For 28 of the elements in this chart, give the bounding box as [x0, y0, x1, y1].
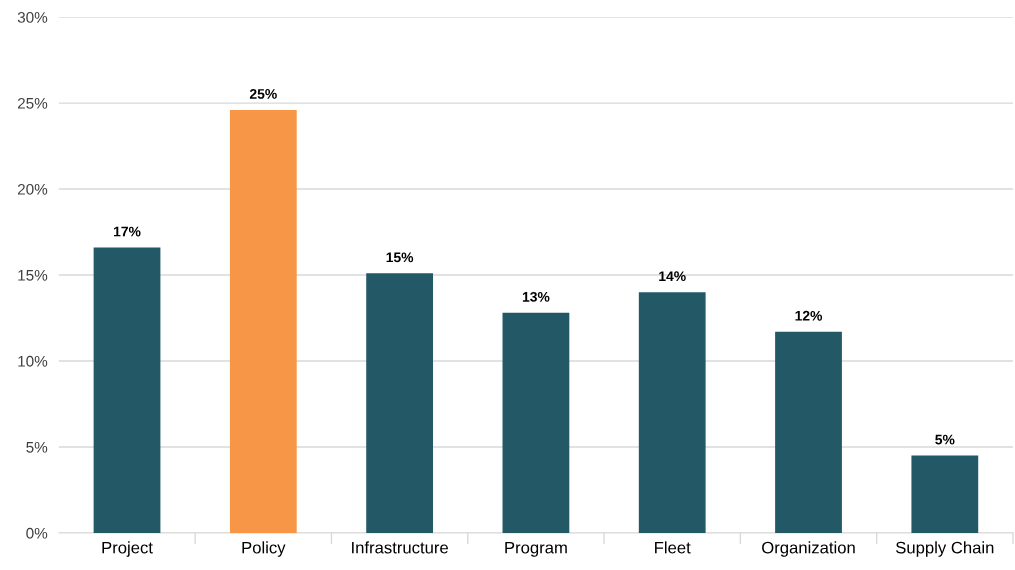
data-label: 15% [386, 252, 414, 263]
y-tick-label: 25% [17, 97, 48, 109]
y-tick-label: 0% [26, 527, 48, 539]
x-tick-label: Infrastructure [352, 541, 448, 554]
x-tick-label: Fleet [655, 541, 691, 554]
y-tick-label: 20% [17, 183, 48, 195]
data-label: 13% [522, 291, 550, 302]
bar [229, 109, 297, 533]
x-tick-label: Project [102, 541, 153, 557]
data-label: 5% [935, 434, 955, 445]
data-label: 17% [114, 226, 141, 237]
bar [93, 247, 161, 533]
bar [502, 312, 570, 533]
data-label: 12% [795, 310, 823, 321]
y-tick-label: 30% [17, 11, 48, 23]
x-tick-label: Organization [762, 541, 855, 557]
data-label: 14% [659, 271, 686, 282]
bar [638, 292, 706, 533]
bar [911, 455, 979, 533]
x-tick-label: Supply Chain [896, 541, 994, 557]
y-tick-label: 15% [18, 269, 48, 281]
x-tick-label: Program [505, 541, 567, 557]
y-tick-label: 5% [26, 441, 48, 453]
bar [366, 273, 434, 533]
y-tick-label: 10% [18, 355, 48, 367]
data-label: 25% [249, 89, 277, 99]
bar [775, 331, 842, 533]
x-tick-label: Policy [242, 541, 286, 557]
